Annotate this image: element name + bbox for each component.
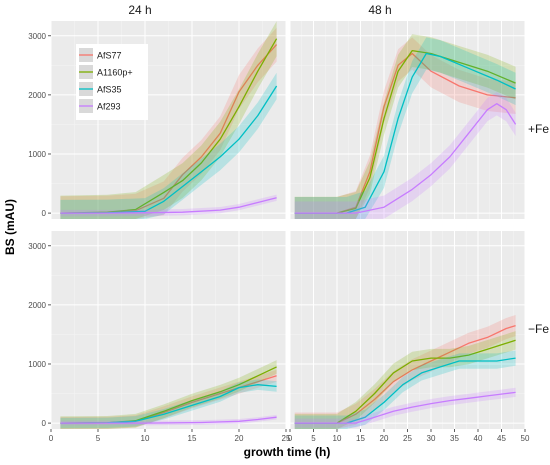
y-tick-label: 2000 [28, 91, 46, 100]
x-tick-label: 20 [380, 434, 389, 443]
x-tick-label: 20 [235, 434, 244, 443]
y-axis-title: BS (mAU) [3, 199, 17, 255]
ribbon-a1160pplus [294, 34, 516, 220]
x-tick-label: 35 [450, 434, 459, 443]
legend: AfS77 A1160p+ AfS35 Af293 [76, 44, 148, 120]
x-tick-label: 0 [288, 434, 293, 443]
y-tick-label: 1000 [28, 360, 46, 369]
ribbon-afs77 [60, 27, 277, 220]
panel-24-h-minus-fe: 0 1000 2000 3000 0 5 10 15 20 25 [28, 231, 291, 443]
x-tick-label: 5 [96, 434, 101, 443]
series-line-a1160pplus [60, 38, 278, 214]
x-tick-label: 25 [403, 434, 412, 443]
series-line-afs35 [294, 357, 516, 424]
y-tick-label: 1000 [28, 150, 46, 159]
x-tick-label: 0 [49, 434, 54, 443]
x-tick-label: 50 [521, 434, 530, 443]
y-tick-label: 3000 [28, 242, 46, 251]
x-tick-label: 10 [333, 434, 342, 443]
row-strip-plus-fe: +Fe [528, 122, 549, 136]
x-tick-label: 15 [188, 434, 197, 443]
column-strip-24h: 24 h [128, 3, 151, 17]
x-tick-label: 15 [356, 434, 365, 443]
ribbon-afs35 [60, 379, 277, 429]
ribbon-afs77 [294, 315, 516, 429]
x-tick-label: 40 [474, 434, 483, 443]
series-line-af293 [60, 416, 277, 424]
ribbon-afs77 [294, 37, 516, 220]
x-tick-label: 10 [141, 434, 150, 443]
series-line-afs35 [60, 85, 278, 214]
x-tick-label: 5 [311, 434, 316, 443]
series-line-af293 [294, 391, 516, 424]
ribbon-a1160pplus [294, 331, 516, 429]
series-line-af293 [60, 197, 277, 214]
legend-label-afs35: AfS35 [97, 85, 122, 95]
ribbon-a1160pplus [60, 360, 277, 429]
panel-24-h-plusfe: 0 1000 2000 3000 [28, 21, 287, 220]
ribbon-afs35 [60, 72, 277, 219]
ribbon-afs35 [294, 37, 516, 220]
panel-48-h-plusfe [289, 21, 526, 220]
series-line-a1160pplus [294, 339, 516, 424]
series-line-a1160pplus [294, 49, 516, 214]
x-tick-label: 30 [427, 434, 436, 443]
column-strip-48h: 48 h [368, 3, 391, 17]
panel-48-h-minus-fe: 0 5 10 15 20 25 30 35 40 45 50 [288, 231, 530, 443]
strips-layer: 24 h 48 h +Fe −Fe [128, 3, 549, 336]
legend-label-af293: Af293 [97, 102, 121, 112]
x-tick-label: 45 [497, 434, 506, 443]
series-line-afs77 [294, 52, 516, 214]
series-line-afs35 [60, 384, 277, 424]
ribbon-a1160pplus [60, 21, 277, 219]
y-tick-label: 3000 [28, 32, 46, 41]
row-strip-minus-fe: −Fe [528, 322, 549, 336]
legend-label-afs77: AfS77 [97, 51, 122, 61]
y-tick-label: 0 [42, 209, 47, 218]
y-tick-label: 2000 [28, 301, 46, 310]
ribbon-afs35 [294, 350, 516, 429]
series-line-afs77 [294, 324, 516, 424]
series-line-af293 [294, 103, 517, 214]
legend-label-a1160pplus: A1160p+ [97, 68, 133, 78]
ribbon-af293 [60, 194, 277, 217]
series-line-afs35 [294, 52, 516, 214]
x-axis-title: growth time (h) [244, 445, 331, 459]
y-tick-label: 0 [42, 419, 47, 428]
ribbon-af293 [294, 387, 516, 428]
x-tick-label: 25 [282, 434, 291, 443]
